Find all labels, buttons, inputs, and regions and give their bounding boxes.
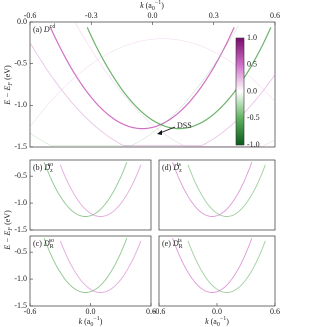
axis-label: k (a0−1)	[79, 316, 103, 327]
bottom-tick-label: 0.0	[86, 307, 96, 316]
y-tick-label: -1.5	[14, 142, 27, 151]
panel-sub: z	[179, 168, 182, 174]
bottom-tick-label: 0.6	[270, 307, 280, 316]
bottom-tick-label: -0.6	[24, 307, 37, 316]
panel-label: (a) Dcd	[33, 24, 55, 33]
label-sub: 0	[217, 322, 220, 327]
label-unit: (a	[84, 317, 91, 326]
band-curve	[49, 27, 235, 130]
label-main: k	[79, 317, 83, 326]
band-curve	[59, 164, 142, 217]
panel-tag: (b)	[33, 163, 43, 172]
annotation-arrowhead	[157, 130, 162, 135]
band-curve	[59, 240, 142, 293]
label-sub: F	[8, 82, 14, 87]
panel-sup: is	[177, 162, 182, 168]
label-close: )	[100, 317, 103, 326]
band-curve	[43, 162, 128, 217]
panel-sub: R	[179, 244, 183, 250]
y-tick-label: -1.0	[14, 198, 27, 207]
panel-label: (d) Dzis	[162, 162, 182, 174]
label-main: k	[205, 317, 209, 326]
panel-symbol: D	[172, 239, 179, 248]
bottom-tick-label: 0.0	[212, 307, 222, 316]
panel-label: (b) Dzso	[33, 162, 53, 174]
panel-tag: (c)	[33, 239, 42, 248]
band-curve	[29, 25, 239, 146]
panel-label: (e) DRis	[162, 238, 183, 250]
label-sub: 0	[152, 6, 155, 12]
band-curve	[74, 21, 276, 147]
label-unit: (eV)	[3, 65, 12, 80]
panel-frame	[29, 21, 276, 148]
bottom-tick-label: 0.6	[146, 307, 156, 316]
label-unit: (a	[146, 1, 153, 10]
label-sup: −1	[93, 316, 99, 322]
panel-label: (c) DRso	[33, 238, 54, 250]
top-tick-label: -0.6	[24, 11, 37, 20]
panel-frame	[29, 235, 152, 307]
panel-tag: (a)	[33, 25, 42, 34]
top-tick-label: 0.6	[270, 11, 280, 20]
panel-sub: R	[50, 244, 54, 250]
panel-frame	[158, 159, 276, 231]
colorbar-tick-label: -1.0	[247, 140, 260, 149]
y-tick-label: -0.5	[14, 58, 27, 67]
band-curve	[172, 238, 253, 293]
label-close: )	[161, 1, 164, 10]
label-unit: (eV)	[3, 210, 12, 225]
label-sup: −1	[155, 0, 161, 6]
panel-sup: so	[49, 238, 54, 244]
band-curve	[29, 38, 276, 127]
annotation: DSS	[177, 121, 192, 130]
top-tick-label: 0.0	[148, 11, 158, 20]
colorbar	[235, 37, 245, 146]
y-tick-label: -1.5	[14, 225, 27, 234]
axis-label: k (a0−1)	[140, 0, 164, 12]
panel-symbol: D	[43, 239, 50, 248]
y-tick-label: -1.0	[14, 274, 27, 283]
panel-tag: (d)	[162, 163, 172, 172]
bottom-tick-label: -0.6	[153, 307, 166, 316]
label-main: E − E	[3, 85, 12, 105]
panel-sup: cd	[50, 24, 56, 30]
panel-frame	[29, 159, 152, 231]
colorbar-tick-label: 0.0	[247, 86, 257, 95]
colorbar-tick-label: 0.5	[247, 60, 257, 69]
label-sup: −1	[220, 316, 226, 322]
label-sub: F	[8, 227, 14, 232]
y-tick-label: -1.0	[14, 100, 27, 109]
y-axis-label: E − EF (eV)	[3, 210, 15, 251]
y-axis-label: E − EF (eV)	[3, 65, 15, 106]
panel-tag: (e)	[162, 239, 171, 248]
y-tick-label: 0.0	[17, 17, 27, 26]
label-main: E − E	[3, 230, 12, 250]
panel-sup: so	[48, 162, 53, 168]
panel-sub: z	[50, 168, 53, 174]
label-unit: (a	[211, 317, 218, 326]
axis-label: k (a0−1)	[205, 316, 229, 327]
annotation-arrow	[159, 126, 176, 134]
band-curve	[29, 42, 276, 147]
y-tick-label: -0.5	[14, 247, 27, 256]
band-curve	[172, 162, 253, 217]
band-curve	[187, 164, 266, 217]
colorbar-tick-label: -0.5	[247, 113, 260, 122]
panel-sup: is	[178, 238, 183, 244]
top-tick-label: -0.3	[85, 11, 98, 20]
band-curve	[187, 240, 266, 293]
panel-symbol: D	[43, 163, 50, 172]
label-close: )	[226, 317, 229, 326]
y-tick-label: -1.5	[14, 301, 27, 310]
y-tick-label: -0.5	[14, 171, 27, 180]
panel-frame	[158, 235, 276, 307]
band-curve	[43, 238, 128, 293]
label-sub: 0	[90, 322, 93, 327]
top-tick-label: 0.3	[209, 11, 219, 20]
panel-symbol: D	[172, 163, 179, 172]
panel-symbol: D	[43, 25, 50, 34]
label-main: k	[140, 1, 144, 10]
colorbar-tick-label: 1.0	[247, 33, 257, 42]
